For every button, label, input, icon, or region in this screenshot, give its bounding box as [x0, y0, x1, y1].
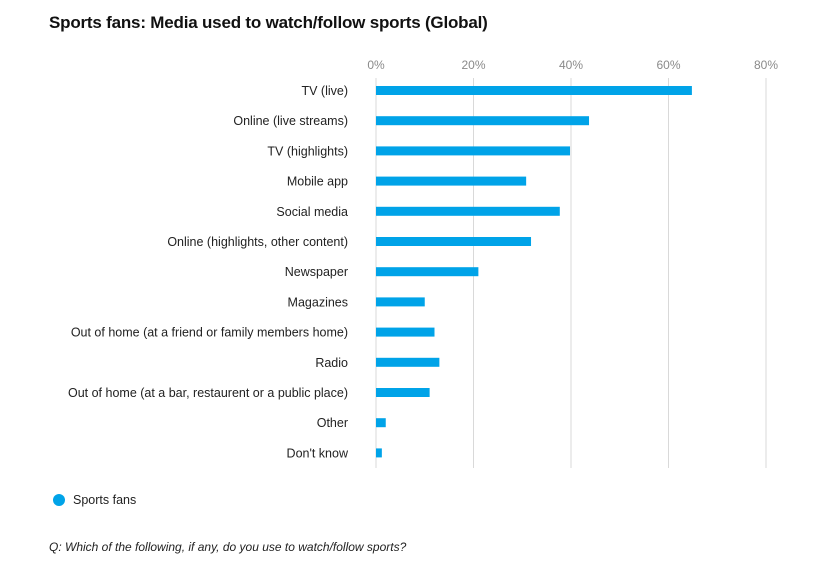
x-tick-label: 0% — [367, 58, 385, 72]
category-label: Magazines — [288, 295, 348, 309]
category-label: Out of home (at a bar, restaurent or a p… — [68, 386, 348, 400]
category-label: Out of home (at a friend or family membe… — [71, 326, 348, 340]
x-tick-label: 40% — [559, 58, 583, 72]
x-axis-ticks: 0% 20% 40% 60% 80% — [367, 58, 778, 72]
x-tick-label: 80% — [754, 58, 778, 72]
bar — [376, 448, 382, 458]
survey-question: Q: Which of the following, if any, do yo… — [49, 540, 407, 554]
category-label: Don't know — [287, 446, 349, 460]
bar — [376, 206, 560, 216]
category-label: Mobile app — [287, 175, 348, 189]
chart-title: Sports fans: Media used to watch/follow … — [49, 13, 488, 32]
bar — [376, 86, 692, 95]
bar — [376, 146, 571, 156]
legend-label: Sports fans — [73, 493, 137, 507]
bar — [376, 237, 532, 246]
category-label: Radio — [315, 356, 348, 370]
category-label: Social media — [276, 205, 348, 219]
x-tick-label: 60% — [656, 58, 680, 72]
x-tick-label: 20% — [461, 58, 485, 72]
bar — [376, 176, 527, 186]
category-labels: TV (live) Online (live streams) TV (highli… — [68, 84, 349, 460]
category-label: Online (live streams) — [233, 114, 348, 128]
bar — [376, 327, 435, 337]
category-label: TV (live) — [301, 84, 348, 98]
legend-swatch-icon — [53, 494, 65, 506]
bar — [376, 418, 386, 428]
category-label: Newspaper — [285, 265, 348, 279]
category-label: Other — [317, 416, 348, 430]
bar — [376, 388, 430, 397]
bar — [376, 116, 590, 126]
category-label: Online (highlights, other content) — [167, 235, 348, 249]
bar — [376, 267, 479, 277]
bars — [376, 86, 692, 458]
bar — [376, 297, 425, 307]
category-label: TV (highlights) — [267, 144, 348, 158]
bar — [376, 357, 440, 367]
legend: Sports fans — [53, 493, 136, 507]
